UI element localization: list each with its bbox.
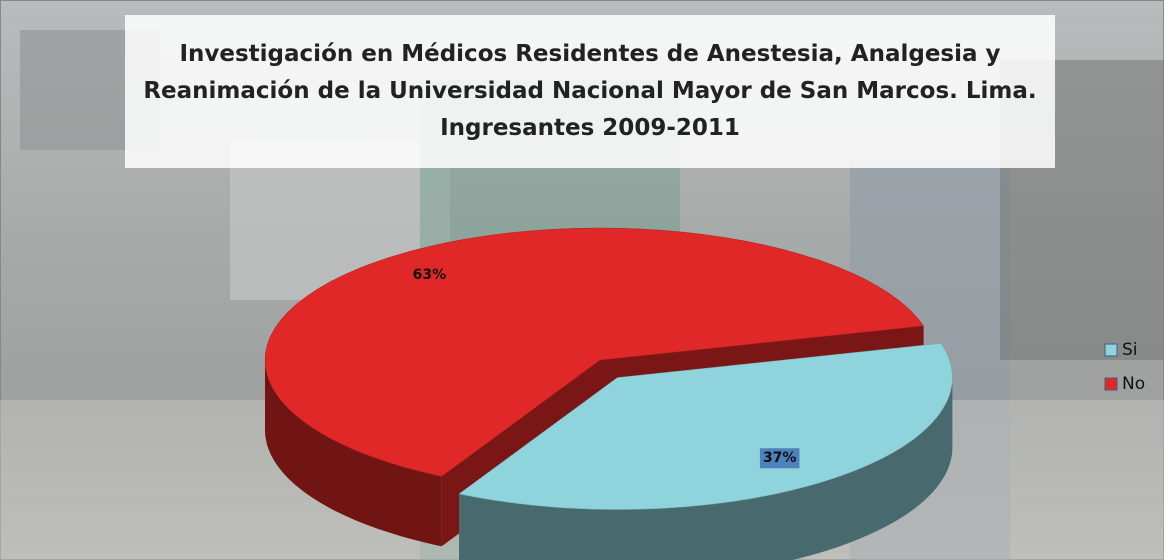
data-label: 37% bbox=[763, 450, 797, 466]
legend-label: No bbox=[1122, 374, 1145, 394]
data-label: 63% bbox=[413, 267, 447, 283]
legend-label: Si bbox=[1122, 340, 1138, 360]
chart: 63% 37% Si No bbox=[0, 0, 1164, 560]
legend-swatch bbox=[1105, 378, 1117, 390]
legend-swatch bbox=[1105, 344, 1117, 356]
chart-page: Investigación en Médicos Residentes de A… bbox=[0, 0, 1164, 560]
